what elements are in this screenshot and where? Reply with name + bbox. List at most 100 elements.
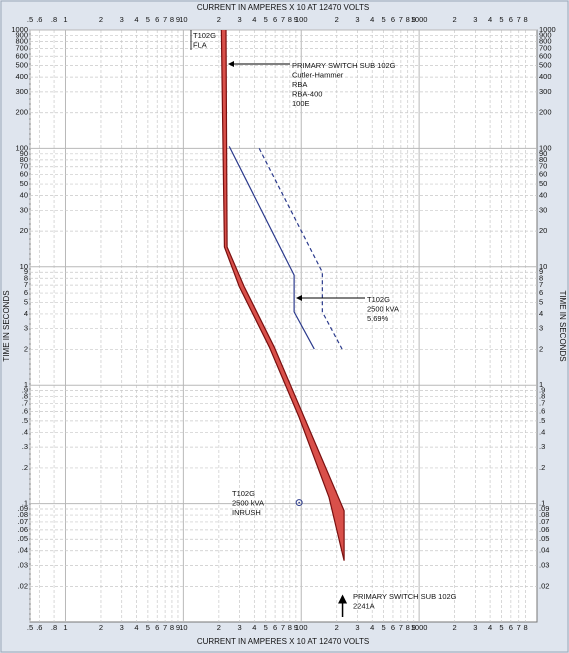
y-tick-label: 6 — [539, 288, 543, 297]
y-tick-label: 50 — [20, 179, 28, 188]
x-tick-label: .5 — [27, 15, 33, 24]
y-tick-label: .04 — [539, 546, 549, 555]
y-tick-label: .2 — [22, 463, 28, 472]
y-tick-label: 400 — [539, 72, 552, 81]
x-tick-label: 10 — [179, 623, 187, 632]
x-tick-label: 9 — [294, 15, 298, 24]
x-tick-label: 4 — [134, 623, 138, 632]
y-tick-label: 80 — [539, 155, 547, 164]
x-tick-label: 9 — [412, 15, 416, 24]
y-tick-label: 60 — [539, 170, 547, 179]
x-tick-label: 100 — [295, 15, 308, 24]
y-tick-label: 7 — [24, 280, 28, 289]
y-tick-label: 1000 — [539, 25, 556, 34]
y-tick-label: 100 — [15, 143, 28, 152]
y-tick-label: 20 — [20, 226, 28, 235]
x-tick-label: 5 — [146, 623, 150, 632]
x-tick-label: 8 — [406, 15, 410, 24]
x-tick-label: 9 — [176, 15, 180, 24]
x-tick-label: 3 — [120, 15, 124, 24]
x-tick-label: 4 — [488, 623, 492, 632]
inrush-point — [295, 499, 303, 507]
y-tick-label: 700 — [15, 43, 28, 52]
y-tick-label: 70 — [20, 162, 28, 171]
y-tick-label: .9 — [539, 386, 545, 395]
y-tick-label: 800 — [539, 36, 552, 45]
y-tick-label: 30 — [20, 205, 28, 214]
annotation-text: 5.69% — [367, 314, 389, 323]
y-tick-label: .08 — [539, 510, 549, 519]
x-tick-label: 10 — [179, 15, 187, 24]
y-tick-label: .07 — [539, 517, 549, 526]
y-tick-label: 1000 — [11, 25, 28, 34]
x-tick-label: 8 — [406, 623, 410, 632]
curve — [225, 29, 345, 561]
x-tick-label: 5 — [382, 623, 386, 632]
x-tick-label: 2 — [335, 15, 339, 24]
annotation-text: Cutler-Hammer — [292, 70, 344, 79]
x-tick-label: 8 — [523, 623, 527, 632]
y-tick-label: .5 — [22, 416, 28, 425]
x-axis-title-bottom: CURRENT IN AMPERES X 10 AT 12470 VOLTS — [197, 637, 369, 646]
curve — [220, 29, 345, 561]
y-tick-label: 4 — [539, 309, 543, 318]
x-tick-label: 6 — [155, 623, 159, 632]
y-tick-label: 3 — [24, 324, 28, 333]
annotation-text: PRIMARY SWITCH SUB 102G — [292, 61, 396, 70]
y-tick-label: .04 — [18, 546, 28, 555]
y-tick-label: .1 — [22, 499, 28, 508]
x-tick-label: 3 — [355, 15, 359, 24]
y-tick-label: .8 — [22, 392, 28, 401]
y-tick-label: 2 — [24, 345, 28, 354]
x-tick-label: 4 — [252, 15, 256, 24]
x-tick-label: 5 — [146, 15, 150, 24]
x-tick-label: 1000 — [411, 623, 428, 632]
x-tick-label: 1 — [63, 623, 67, 632]
y-tick-label: 4 — [24, 309, 28, 318]
x-tick-label: 1 — [63, 15, 67, 24]
y-tick-label: 90 — [20, 149, 28, 158]
x-tick-label: 2 — [217, 15, 221, 24]
curve — [258, 148, 343, 350]
x-tick-label: 8 — [170, 623, 174, 632]
x-tick-label: 2 — [217, 623, 221, 632]
x-tick-label: 8 — [288, 623, 292, 632]
y-tick-label: 200 — [15, 108, 28, 117]
x-tick-label: 6 — [273, 15, 277, 24]
annotation-text: RBA-400 — [292, 89, 322, 98]
x-tick-label: 9 — [294, 623, 298, 632]
y-tick-label: 5 — [539, 297, 543, 306]
x-tick-label: 2 — [453, 623, 457, 632]
y-tick-label: 90 — [539, 149, 547, 158]
y-tick-label: 400 — [15, 72, 28, 81]
x-tick-label: 2 — [99, 15, 103, 24]
x-tick-label: 2 — [99, 623, 103, 632]
y-tick-label: .07 — [18, 517, 28, 526]
y-tick-label: 2 — [539, 345, 543, 354]
x-tick-label: 1000 — [411, 15, 428, 24]
y-tick-label: 600 — [539, 51, 552, 60]
annotation-text: 100E — [292, 99, 310, 108]
y-tick-label: 1 — [24, 380, 28, 389]
y-tick-label: .7 — [22, 399, 28, 408]
x-tick-label: 6 — [391, 15, 395, 24]
x-tick-label: 5 — [499, 15, 503, 24]
y-tick-label: 80 — [20, 155, 28, 164]
x-tick-label: 3 — [238, 623, 242, 632]
x-axis-title-top: CURRENT IN AMPERES X 10 AT 12470 VOLTS — [197, 3, 369, 12]
y-tick-label: 40 — [539, 191, 547, 200]
y-tick-label: 900 — [539, 30, 552, 39]
y-tick-label: 9 — [539, 267, 543, 276]
annotation-text: T102G — [193, 31, 216, 40]
y-tick-label: .8 — [539, 392, 545, 401]
annotation-text: T102G — [367, 295, 390, 304]
y-tick-label: 900 — [15, 30, 28, 39]
y-tick-label: 500 — [539, 61, 552, 70]
inrush-point-dot — [298, 501, 300, 504]
y-tick-label: 5 — [24, 297, 28, 306]
y-tick-label: 60 — [20, 170, 28, 179]
y-tick-label: 30 — [539, 205, 547, 214]
x-tick-label: 7 — [281, 15, 285, 24]
y-tick-label: 100 — [539, 143, 552, 152]
